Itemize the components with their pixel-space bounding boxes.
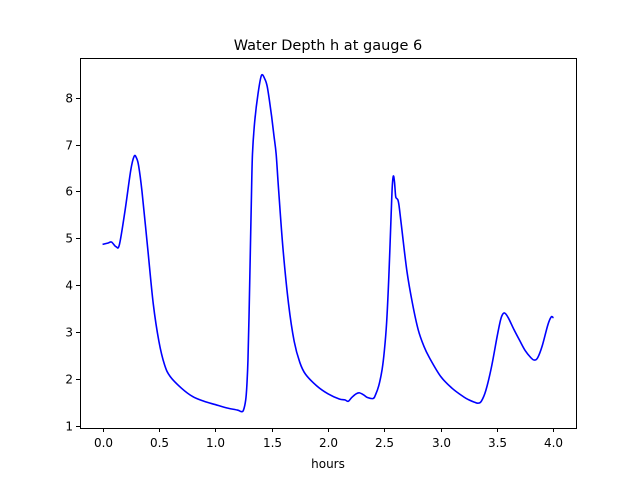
y-tick-label: 2 xyxy=(65,373,73,387)
plot-area xyxy=(80,58,576,428)
x-axis-label: hours xyxy=(311,457,345,471)
y-tick-label: 8 xyxy=(65,92,73,106)
series-layer xyxy=(102,73,554,413)
x-tick-label: 4.0 xyxy=(544,436,563,450)
y-tick-label: 4 xyxy=(65,279,73,293)
x-tick-label: 3.5 xyxy=(488,436,507,450)
x-tick-label: 1.5 xyxy=(263,436,282,450)
x-tick-label: 1.0 xyxy=(206,436,225,450)
plot-frame xyxy=(80,58,577,429)
x-tick-label: 3.0 xyxy=(432,436,451,450)
x-tick-label: 2.0 xyxy=(319,436,338,450)
chart-title: Water Depth h at gauge 6 xyxy=(234,38,422,54)
y-tick-label: 1 xyxy=(65,420,73,434)
y-tick-label: 6 xyxy=(65,185,73,199)
x-tick-label: 0.5 xyxy=(150,436,169,450)
y-tick-label: 5 xyxy=(65,232,73,246)
y-tick-label: 7 xyxy=(65,139,73,153)
x-tick-label: 2.5 xyxy=(375,436,394,450)
x-tick-label: 0.0 xyxy=(94,436,113,450)
series-line xyxy=(102,73,554,413)
y-tick-label: 3 xyxy=(65,326,73,340)
y-axis-ticks: 1 2 3 4 5 6 7 8 xyxy=(65,92,80,434)
